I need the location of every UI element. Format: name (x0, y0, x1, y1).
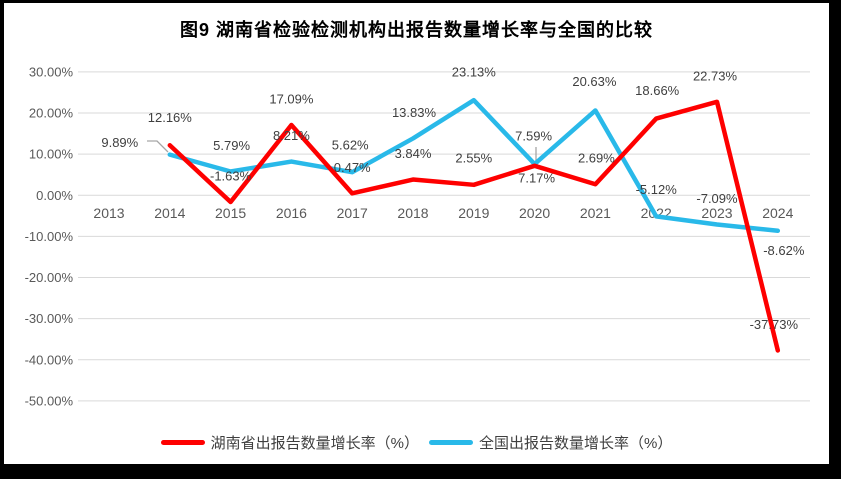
data-point-label: 7.17% (518, 170, 555, 185)
data-label-leader-line (147, 140, 169, 153)
chart-title: 图9 湖南省检验检测机构出报告数量增长率与全国的比较 (179, 20, 653, 40)
data-point-label: 20.63% (572, 74, 617, 89)
national-series-swatch-icon (429, 440, 473, 445)
data-point-label: 18.66% (635, 83, 680, 98)
y-axis-tick-label: 20.00% (29, 106, 74, 121)
hunan-series-swatch-icon (160, 440, 205, 445)
data-point-label: 2.55% (455, 150, 492, 165)
legend-label-hunan: 湖南省出报告数量增长率（%） (210, 435, 419, 452)
series-line (167, 99, 781, 353)
data-point-label: 5.79% (213, 138, 250, 153)
data-point-label: 9.89% (101, 135, 138, 150)
x-axis-year-label: 2024 (762, 205, 793, 221)
data-point-label: 22.73% (693, 68, 738, 83)
data-point-label: -7.09% (696, 191, 738, 206)
y-axis-tick-label: -50.00% (25, 393, 74, 408)
data-point-label: -1.63% (210, 169, 252, 184)
x-axis-year-label: 2016 (276, 205, 307, 221)
x-axis-year-label: 2013 (93, 205, 124, 221)
y-axis-tick-label: -10.00% (25, 229, 74, 244)
y-axis-tick-label: 10.00% (29, 147, 74, 162)
data-point-label: -8.62% (763, 243, 805, 258)
data-point-label: 17.09% (269, 92, 314, 107)
x-axis-year-label: 2014 (154, 205, 185, 221)
data-point-label: 3.84% (395, 146, 432, 161)
y-axis-tick-label: -30.00% (25, 311, 74, 326)
legend-item-hunan: 湖南省出报告数量增长率（%） (160, 432, 419, 453)
data-point-label: 2.69% (578, 151, 615, 166)
y-axis-tick-label: 0.00% (36, 188, 73, 203)
x-axis-year-label: 2018 (397, 205, 428, 221)
y-axis-tick-label: 30.00% (29, 64, 74, 79)
data-point-label: -37.73% (750, 317, 799, 332)
x-axis-year-label: 2015 (215, 205, 246, 221)
series-line (167, 97, 781, 233)
x-axis-year-label: 2023 (701, 205, 732, 221)
x-axis-year-label: 2020 (519, 205, 550, 221)
data-point-label: 13.83% (392, 105, 437, 120)
legend: 湖南省出报告数量增长率（%） 全国出报告数量增长率（%） (4, 432, 829, 453)
data-point-label: 7.59% (515, 129, 552, 144)
data-point-label: 23.13% (452, 65, 497, 80)
legend-label-national: 全国出报告数量增长率（%） (479, 435, 673, 452)
x-axis-year-label: 2019 (458, 205, 489, 221)
data-point-label: -5.12% (636, 182, 678, 197)
data-point-label: 8.21% (273, 128, 310, 143)
y-axis-tick-label: -40.00% (25, 352, 74, 367)
data-point-label: 0.47% (334, 160, 371, 175)
data-point-label: 5.62% (332, 138, 369, 153)
legend-item-national: 全国出报告数量增长率（%） (429, 432, 672, 453)
x-axis-year-label: 2021 (580, 205, 611, 221)
y-axis-tick-label: -20.00% (25, 270, 74, 285)
chart-area: 图9 湖南省检验检测机构出报告数量增长率与全国的比较 30.00% 20.00% 1… (4, 3, 829, 464)
x-axis-year-label: 2017 (337, 205, 368, 221)
data-point-label: 12.16% (148, 110, 193, 125)
